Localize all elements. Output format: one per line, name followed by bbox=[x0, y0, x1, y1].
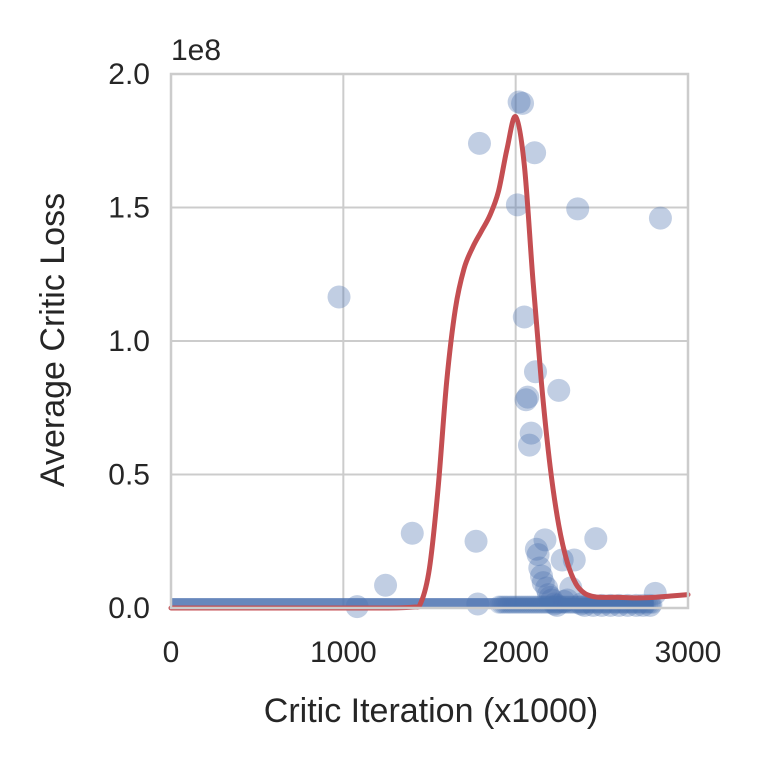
scatter-point bbox=[530, 564, 554, 588]
scatter-point bbox=[327, 285, 351, 309]
y-tick-label: 1.0 bbox=[108, 325, 150, 358]
scatter-point bbox=[516, 385, 540, 409]
y-tick-labels: 0.0 0.5 1.0 1.5 2.0 bbox=[108, 58, 150, 625]
scatter-point bbox=[517, 433, 541, 457]
y-tick-label: 2.0 bbox=[108, 58, 150, 91]
scatter-point bbox=[528, 556, 552, 580]
grid bbox=[170, 73, 689, 609]
x-tick-label: 0 bbox=[163, 636, 180, 669]
scatter-point bbox=[535, 576, 559, 600]
scatter-point bbox=[511, 91, 535, 115]
scatter-point bbox=[505, 193, 529, 217]
scatter-point bbox=[584, 527, 608, 551]
offset-label: 1e8 bbox=[171, 34, 221, 67]
scatter-point bbox=[512, 305, 536, 329]
curve-line bbox=[168, 114, 691, 611]
scatter-point bbox=[566, 197, 590, 221]
y-tick-label: 1.5 bbox=[108, 192, 150, 225]
curve-series bbox=[168, 114, 691, 611]
scatter-point bbox=[507, 90, 531, 114]
y-axis-title: Average Critic Loss bbox=[34, 193, 72, 487]
scatter-point bbox=[374, 573, 398, 597]
scatter-point bbox=[524, 537, 548, 561]
x-tick-label: 1000 bbox=[310, 636, 377, 669]
y-tick-label: 0.0 bbox=[108, 592, 150, 625]
scatter-point bbox=[400, 521, 424, 545]
x-tick-label: 2000 bbox=[482, 636, 549, 669]
x-axis-title: Critic Iteration (x1000) bbox=[264, 692, 598, 730]
scatter-point bbox=[531, 571, 555, 595]
x-tick-label: 3000 bbox=[655, 636, 722, 669]
scatter-series bbox=[327, 90, 672, 619]
scatter-point bbox=[648, 206, 672, 230]
scatter-point bbox=[533, 528, 557, 552]
scatter-point bbox=[547, 378, 571, 402]
plot-frame bbox=[169, 72, 690, 610]
scatter-point bbox=[464, 529, 488, 553]
y-tick-label: 0.5 bbox=[108, 459, 150, 492]
scatter-point bbox=[526, 543, 550, 567]
scatter-point bbox=[514, 388, 538, 412]
scatter-point bbox=[467, 131, 491, 155]
scatter-point bbox=[523, 141, 547, 165]
scatter-point bbox=[519, 421, 543, 445]
x-tick-labels: 0 1000 2000 3000 bbox=[163, 636, 722, 669]
